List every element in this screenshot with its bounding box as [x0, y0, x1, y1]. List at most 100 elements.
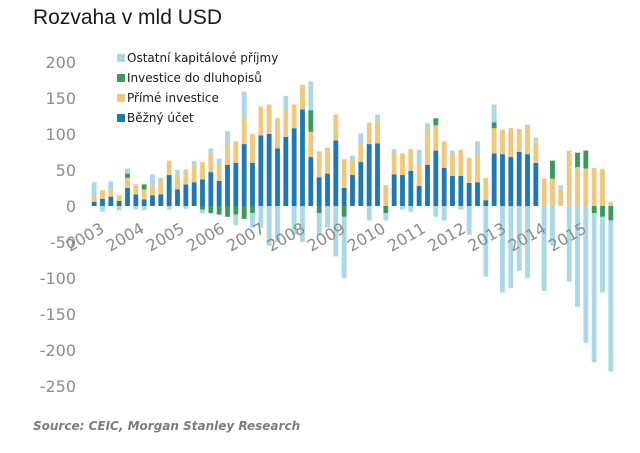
bar-segment — [241, 91, 247, 117]
bar-segment — [158, 177, 164, 181]
x-tick-label: 2010 — [344, 219, 389, 256]
bar-segment — [241, 206, 247, 219]
bar-segment — [308, 110, 314, 132]
bar-segment — [366, 206, 372, 221]
bar-segment — [375, 143, 380, 206]
bar-segment — [408, 170, 414, 206]
bar-segment — [325, 206, 330, 228]
bar-segment — [108, 189, 114, 197]
bar-segment — [350, 155, 355, 160]
bar-segment — [608, 201, 614, 206]
bar-segment — [425, 164, 430, 206]
bar-segment — [541, 206, 547, 291]
y-tick-label: -250 — [40, 377, 76, 396]
bar-segment — [516, 206, 522, 271]
bar-segment — [166, 206, 172, 210]
bar-segment — [341, 159, 347, 188]
bar-segment — [200, 162, 205, 180]
bar-segment — [225, 206, 230, 217]
bar-segment — [308, 131, 314, 158]
legend-swatch — [117, 94, 125, 102]
bar-segment — [216, 164, 222, 181]
bar-segment — [416, 149, 422, 165]
bar-segment — [116, 206, 122, 211]
bar-segment — [608, 206, 614, 221]
bar-segment — [591, 167, 597, 206]
bar-segment — [225, 164, 230, 206]
bar-segment — [108, 181, 114, 190]
bar-segment — [350, 175, 355, 206]
bar-segment — [208, 148, 214, 155]
bar-segment — [583, 206, 589, 343]
bar-segment — [283, 95, 289, 111]
bar-segment — [408, 149, 414, 171]
bar-segment — [141, 199, 147, 206]
bar-segment — [166, 175, 172, 206]
bar-segment — [475, 141, 480, 156]
bar-segment — [416, 164, 422, 186]
y-tick-label: 150 — [45, 89, 76, 108]
bar-segment — [225, 131, 230, 146]
bar-segment — [433, 125, 439, 151]
bar-segment — [208, 206, 214, 214]
bar-segment — [158, 180, 164, 195]
bar-segment — [233, 141, 239, 163]
bar-segment — [191, 182, 197, 206]
x-tick-label: 2006 — [183, 219, 228, 256]
bar-segment — [216, 180, 222, 206]
bar-segment — [308, 81, 314, 111]
bar-segment — [575, 206, 580, 307]
bar-segment — [491, 104, 497, 123]
x-tick-label: 2004 — [103, 219, 148, 256]
bar-segment — [116, 200, 122, 206]
bar-segment — [441, 141, 447, 168]
bar-segment — [383, 213, 389, 221]
bar-segment — [158, 194, 164, 206]
bar-segment — [241, 144, 247, 206]
bar-segment — [216, 206, 222, 215]
bar-segment — [508, 128, 514, 158]
bar-segment — [491, 128, 497, 154]
bar-segment — [316, 177, 322, 206]
bar-segment — [191, 165, 197, 183]
legend: Ostatní kapitálové příjmy Investice do dl… — [117, 51, 278, 125]
bar-segment — [200, 209, 205, 214]
bar-segment — [550, 160, 555, 179]
bar-segment — [466, 182, 472, 206]
bar-segment — [558, 188, 564, 206]
bar-segment — [100, 198, 105, 206]
y-tick-label: -100 — [40, 269, 76, 288]
bar-segment — [200, 179, 205, 206]
bar-segment — [450, 175, 455, 206]
bar-segment — [425, 123, 430, 129]
bar-segment — [550, 178, 555, 206]
bar-segment — [383, 185, 389, 206]
bar-segment — [241, 116, 247, 145]
bar-segment — [550, 206, 555, 246]
bar-segment — [191, 161, 197, 166]
bar-segment — [291, 206, 297, 235]
bar-segment — [291, 104, 297, 129]
bar-segment — [175, 189, 180, 206]
bar-segment — [491, 122, 497, 129]
bar-segment — [233, 214, 239, 226]
bar-segment — [133, 206, 139, 210]
bar-segment — [400, 175, 405, 206]
x-tick-label: 2007 — [223, 219, 268, 256]
bar-segment — [366, 144, 372, 206]
bar-segment — [141, 189, 147, 200]
bar-segment — [208, 172, 214, 206]
x-tick-label: 2003 — [63, 219, 108, 256]
bar-segment — [341, 206, 347, 217]
bars-group — [91, 81, 614, 372]
bar-segment — [358, 133, 364, 145]
bar-segment — [300, 109, 305, 206]
bar-segment — [250, 162, 255, 206]
bar-segment — [250, 213, 255, 228]
y-tick-label: 0 — [66, 197, 76, 216]
bar-segment — [566, 206, 572, 282]
bar-segment — [425, 128, 430, 165]
bar-segment — [150, 174, 155, 186]
bar-segment — [591, 206, 597, 214]
